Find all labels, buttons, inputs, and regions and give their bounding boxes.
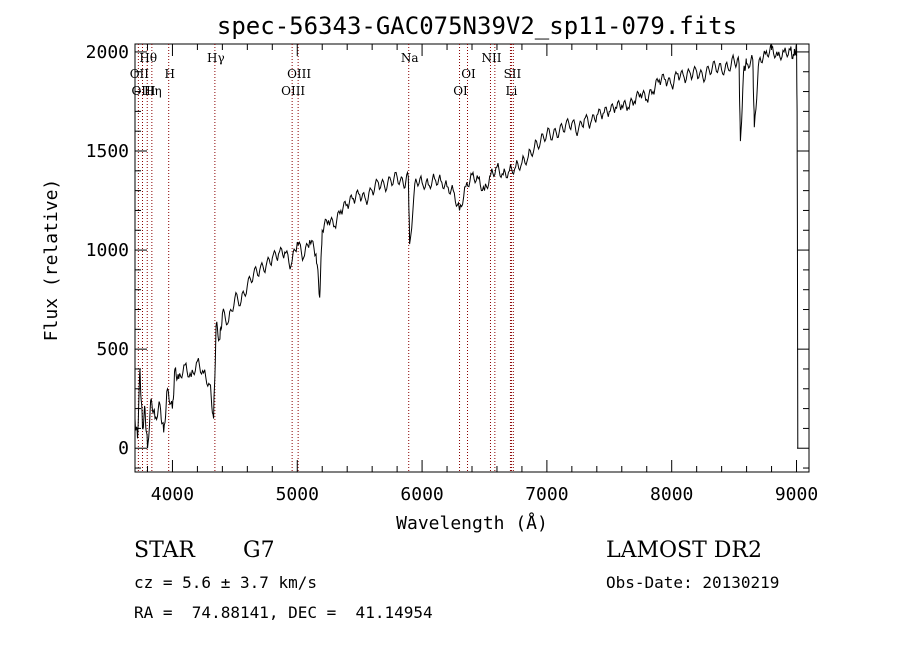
spectral-line-label: Hθ <box>139 51 157 65</box>
x-tick-label: 7000 <box>525 484 568 505</box>
y-tick-label: 2000 <box>86 42 129 63</box>
y-tick-label: 1500 <box>86 141 129 162</box>
plot-frame <box>134 43 810 473</box>
object-subclass: G7 <box>243 538 275 563</box>
spectral-line-label: OII <box>130 67 150 81</box>
x-tick-label: 8000 <box>650 484 693 505</box>
x-tick-label: 5000 <box>276 484 319 505</box>
object-type: STAR <box>134 538 195 563</box>
spectral-line-label: OI <box>461 67 476 81</box>
spectral-line-label: OIII <box>287 67 311 81</box>
y-tick-label: 500 <box>96 339 129 360</box>
x-tick-label: 6000 <box>400 484 443 505</box>
spectral-line-label: Na <box>401 51 419 65</box>
spectral-line-label: Hη <box>144 84 162 98</box>
x-tick-label: 9000 <box>775 484 818 505</box>
coordinates: RA = 74.88141, DEC = 41.14954 <box>134 603 433 622</box>
spectral-line-label: H <box>164 67 174 81</box>
spectrum-line <box>134 43 799 449</box>
redshift-cz: cz = 5.6 ± 3.7 km/s <box>134 573 318 592</box>
spectral-line-label: NII <box>481 51 501 65</box>
y-tick-label: 0 <box>118 438 129 459</box>
spectral-line-label: OIII <box>281 84 305 98</box>
spectral-line-markers <box>137 44 514 472</box>
spectral-line-label: Hγ <box>207 51 225 65</box>
axis-ticks <box>135 44 809 472</box>
x-axis-label: Wavelength (Å) <box>396 512 548 534</box>
y-axis-label: Flux (relative) <box>41 179 62 342</box>
observation-date: Obs-Date: 20130219 <box>606 573 780 592</box>
spectral-line-label: OI <box>453 84 468 98</box>
spectral-line-label: SII <box>504 67 522 81</box>
spectral-line-label: OIII <box>131 84 155 98</box>
chart-title: spec-56343-GAC075N39V2_sp11-079.fits <box>217 12 737 40</box>
y-tick-label: 1000 <box>86 240 129 261</box>
survey-name: LAMOST DR2 <box>606 538 762 563</box>
axis-tick-labels: 4000 5000 6000 7000 8000 9000 0 500 1000 1500 2000 <box>86 42 819 505</box>
spectral-line-label: Li <box>506 84 518 98</box>
x-tick-label: 4000 <box>151 484 194 505</box>
